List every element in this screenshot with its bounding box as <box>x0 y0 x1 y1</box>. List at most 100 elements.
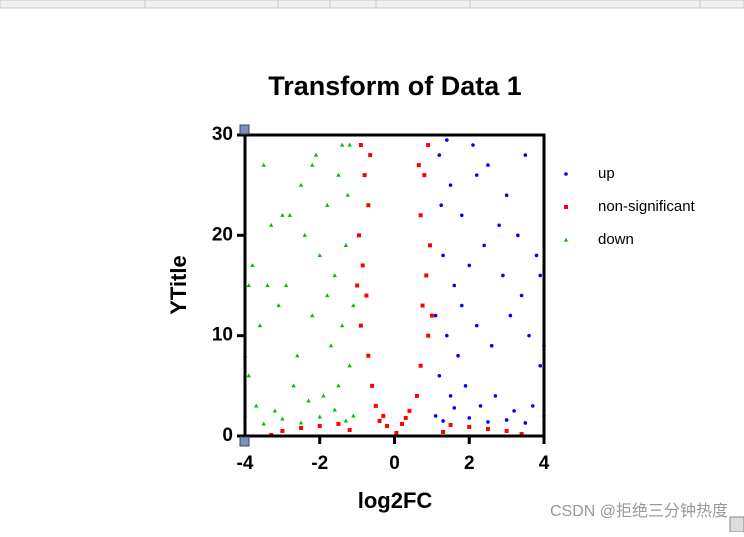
point <box>343 418 349 423</box>
point <box>280 416 285 421</box>
point <box>306 398 311 403</box>
point <box>265 283 270 288</box>
point <box>441 253 445 258</box>
legend-marker <box>564 172 568 176</box>
point <box>351 413 356 418</box>
legend-marker <box>563 237 569 242</box>
point <box>439 203 444 208</box>
point <box>504 418 509 422</box>
point <box>437 153 442 157</box>
legend-label: up <box>598 165 615 182</box>
point <box>336 172 341 177</box>
point <box>448 394 453 398</box>
legend-label: non-significant <box>598 198 696 215</box>
point <box>422 173 427 178</box>
point <box>478 404 483 408</box>
point <box>254 403 259 408</box>
point <box>519 293 524 298</box>
point <box>283 283 289 288</box>
point <box>428 243 433 248</box>
point <box>336 383 341 388</box>
point <box>527 333 531 338</box>
point <box>366 203 371 208</box>
point <box>448 183 453 187</box>
point <box>261 421 266 426</box>
point <box>339 323 345 328</box>
point <box>437 374 442 378</box>
point <box>358 143 363 148</box>
point <box>302 232 307 237</box>
x-tick-label: -2 <box>311 453 328 474</box>
legend-label: down <box>598 231 634 248</box>
point <box>246 283 251 288</box>
point <box>362 173 367 178</box>
point <box>360 263 365 268</box>
point <box>452 283 457 288</box>
point <box>416 163 421 168</box>
point <box>366 353 371 358</box>
point <box>368 153 373 158</box>
point <box>516 233 520 238</box>
point <box>347 142 352 147</box>
y-axis-label: YTitle <box>166 255 191 315</box>
point <box>467 416 472 420</box>
point <box>445 333 449 338</box>
point <box>486 420 490 424</box>
point <box>385 423 390 428</box>
point <box>358 323 363 328</box>
point <box>347 427 352 432</box>
point <box>424 273 429 278</box>
x-tick-label: -4 <box>237 453 254 474</box>
x-tick-label: 4 <box>539 453 550 474</box>
point <box>445 138 449 142</box>
point <box>463 384 468 388</box>
point <box>441 429 446 434</box>
point <box>313 152 319 157</box>
point <box>497 223 501 228</box>
y-tick-label: 10 <box>212 325 233 346</box>
point <box>345 192 350 197</box>
point <box>459 213 464 218</box>
point <box>538 273 543 278</box>
point <box>298 182 304 187</box>
x-tick-label: 2 <box>464 453 475 474</box>
point <box>538 363 543 368</box>
point <box>347 363 352 368</box>
point <box>355 283 360 288</box>
point <box>332 273 337 278</box>
toolbar-strip <box>0 0 744 9</box>
point <box>370 383 375 388</box>
point <box>310 313 315 318</box>
point <box>504 193 509 197</box>
point <box>474 173 479 177</box>
point <box>519 431 524 436</box>
point <box>373 403 378 408</box>
handle <box>239 124 250 135</box>
point <box>280 428 285 433</box>
point <box>489 343 494 348</box>
point <box>508 313 513 318</box>
point <box>523 153 528 157</box>
point <box>310 162 315 167</box>
point <box>280 212 285 217</box>
point <box>482 243 487 248</box>
point <box>441 419 445 423</box>
x-axis-label: log2FC <box>358 488 433 513</box>
point <box>523 421 528 425</box>
point <box>456 353 460 358</box>
x-tick-label: 0 <box>389 453 400 474</box>
y-tick-label: 0 <box>222 425 233 446</box>
chart-title: Transform of Data 1 <box>268 71 522 101</box>
y-tick-label: 20 <box>212 224 233 245</box>
point <box>418 363 423 368</box>
point <box>317 423 322 428</box>
point <box>332 407 337 412</box>
point <box>501 273 505 278</box>
point <box>448 422 453 427</box>
point <box>343 242 349 247</box>
point <box>268 222 274 227</box>
point <box>287 212 293 217</box>
point <box>433 313 438 318</box>
handle <box>239 436 250 447</box>
